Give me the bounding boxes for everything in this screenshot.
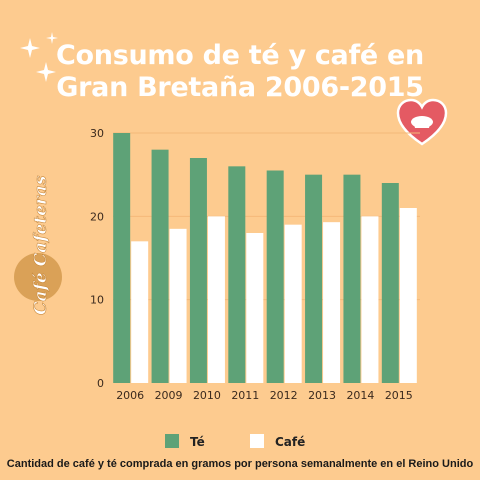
y-tick-label: 0 [97, 377, 104, 390]
bar-cafe [169, 228, 187, 383]
bar-te [305, 174, 323, 383]
bar-te [189, 158, 207, 383]
x-tick-label: 2006 [116, 389, 144, 402]
cafe-cafeteras-logo: Café Cafeteras [8, 165, 68, 329]
legend-swatch [250, 434, 264, 448]
y-tick-label: 20 [90, 210, 104, 223]
bar-cafe [246, 233, 264, 383]
x-tick-label: 2011 [231, 389, 259, 402]
bar-cafe [399, 208, 417, 383]
bar-cafe [284, 224, 302, 383]
bar-te [266, 170, 284, 383]
x-tick-label: 2015 [385, 389, 413, 402]
x-tick-label: 2013 [308, 389, 336, 402]
bar-te [228, 166, 246, 383]
bar-cafe [207, 216, 225, 383]
legend-swatch [165, 434, 179, 448]
legend-label: Café [275, 435, 305, 449]
x-tick-label: 2014 [346, 389, 374, 402]
x-tick-label: 2009 [155, 389, 183, 402]
footnote: Cantidad de café y té comprada en gramos… [6, 458, 474, 470]
bar-cafe [361, 216, 379, 383]
chart-title-line-2: Gran Bretaña 2006-2015 [56, 72, 424, 103]
bar-cafe [131, 241, 149, 383]
logo-text: Café Cafeteras [31, 175, 51, 315]
bar-te [381, 183, 399, 383]
bar-te [113, 133, 131, 383]
y-tick-label: 30 [90, 127, 104, 140]
bar-te [151, 149, 169, 383]
y-tick-label: 10 [90, 294, 104, 307]
bar-te [343, 174, 361, 383]
bar-cafe [323, 222, 341, 383]
sparkles-icon [18, 32, 64, 88]
legend-label: Té [190, 435, 205, 449]
x-tick-label: 2012 [270, 389, 298, 402]
x-tick-label: 2010 [193, 389, 221, 402]
chart-title-line-1: Consumo de té y café en [56, 40, 424, 71]
